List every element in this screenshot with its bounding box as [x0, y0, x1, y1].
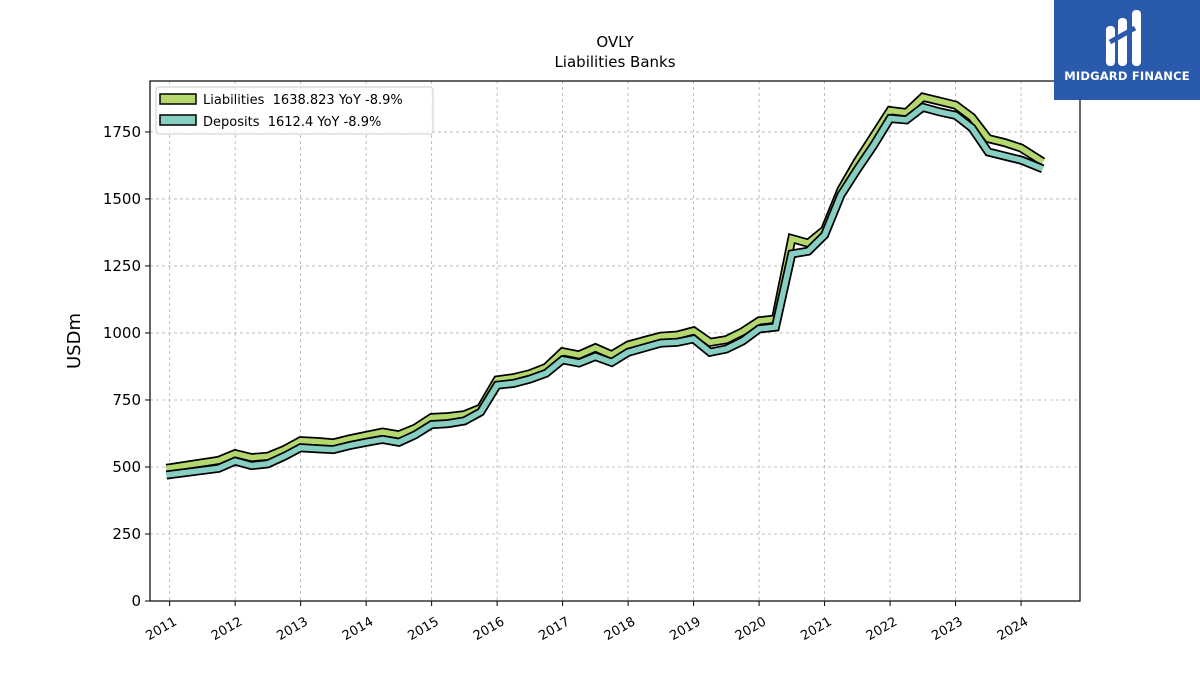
- y-tick-label: 500: [112, 458, 141, 476]
- y-axis-label: USDm: [64, 313, 85, 369]
- y-tick-label: 1250: [103, 257, 141, 275]
- legend-swatch-deposits: [159, 114, 197, 126]
- x-tick-label: 2024: [995, 614, 1031, 644]
- x-tick-label: 2023: [929, 614, 965, 644]
- plot-frame: [149, 80, 1081, 602]
- legend-label-liabilities: Liabilities 1638.823 YoY -8.9%: [203, 93, 403, 108]
- x-tick-label: 2013: [274, 614, 310, 644]
- midgard-logo-icon: [1106, 10, 1141, 66]
- x-tick-label: 2021: [798, 614, 834, 644]
- series-outline-liabilities: [165, 92, 1046, 473]
- series-outline-deposits: [165, 102, 1045, 480]
- brand-logo: MIDGARD FINANCE: [1054, 0, 1200, 100]
- y-tick-label: 750: [112, 391, 141, 409]
- x-axis-ticks: 2011 2012 2013 2014 2015 2016 2017 2018 2019 2020…: [143, 601, 1031, 644]
- chart-title: OVLY: [596, 33, 634, 51]
- series-line-deposits: [166, 104, 1044, 478]
- legend: Liabilities 1638.823 YoY -8.9% Deposits …: [155, 86, 434, 135]
- x-tick-label: 2012: [209, 614, 245, 644]
- y-axis-ticks: 0 250 500 750 1000 1250 1500 1750: [103, 123, 150, 610]
- y-tick-label: 0: [131, 592, 141, 610]
- y-tick-label: 250: [112, 525, 141, 543]
- x-tick-label: 2017: [536, 614, 572, 644]
- x-tick-label: 2022: [864, 614, 900, 644]
- grid-lines: [150, 81, 1080, 602]
- x-tick-label: 2015: [405, 614, 441, 644]
- series-layer: [165, 92, 1046, 480]
- y-tick-label: 1750: [103, 123, 141, 141]
- x-tick-label: 2020: [733, 614, 769, 644]
- series-line-liabilities: [165, 94, 1045, 472]
- brand-logo-text: MIDGARD FINANCE: [1064, 69, 1190, 83]
- x-tick-label: 2018: [602, 614, 638, 644]
- y-tick-label: 1000: [103, 324, 141, 342]
- legend-box: [155, 86, 434, 135]
- x-tick-label: 2011: [143, 614, 179, 644]
- x-tick-label: 2016: [471, 614, 507, 644]
- legend-swatch-liabilities: [159, 93, 197, 105]
- x-tick-label: 2014: [340, 614, 376, 644]
- x-tick-label: 2019: [667, 614, 703, 644]
- chart-subtitle: Liabilities Banks: [554, 53, 675, 71]
- y-tick-label: 1500: [103, 190, 141, 208]
- legend-label-deposits: Deposits 1612.4 YoY -8.9%: [203, 115, 381, 130]
